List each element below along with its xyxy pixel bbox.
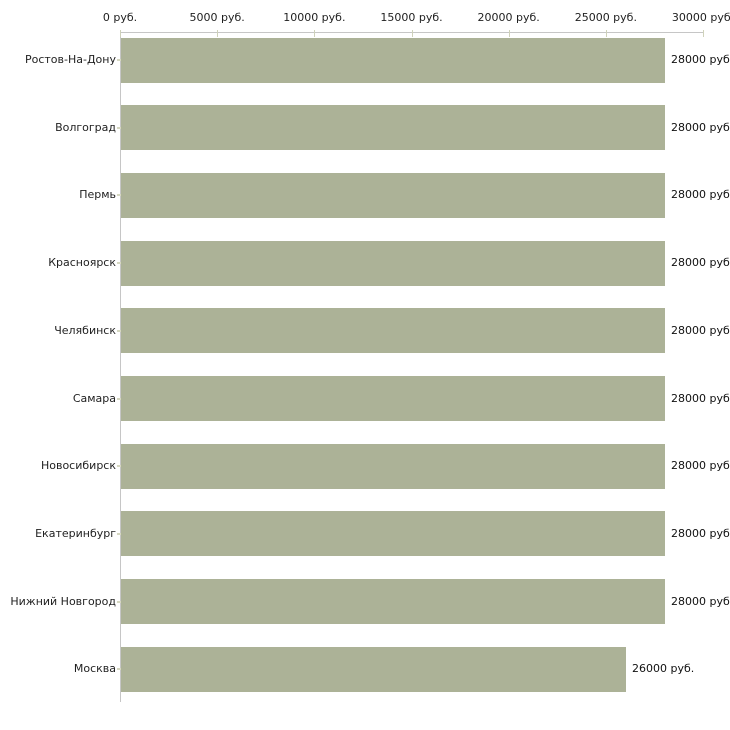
category-label: Ростов-На-Дону: [24, 53, 116, 66]
category-tick-mark: [117, 127, 121, 129]
x-axis-tick-mark: [314, 30, 316, 37]
bar-красноярск: [121, 241, 665, 286]
bar-челябинск: [121, 308, 665, 353]
bar-москва: [121, 647, 626, 692]
category-label: Екатеринбург: [35, 527, 116, 540]
bar-нижний-новгород: [121, 579, 665, 624]
category-label: Нижний Новгород: [10, 595, 116, 608]
value-label: 28000 руб.: [671, 188, 730, 201]
bar-волгоград: [121, 105, 665, 150]
value-label: 28000 руб.: [671, 392, 730, 405]
value-label: 28000 руб.: [671, 595, 730, 608]
category-tick-mark: [117, 330, 121, 332]
x-axis-tick-label: 10000 руб.: [283, 11, 346, 24]
category-label: Красноярск: [48, 256, 116, 269]
x-axis-tick-mark: [508, 30, 510, 37]
value-label: 28000 руб.: [671, 53, 730, 66]
category-tick-mark: [117, 262, 121, 264]
category-tick-mark: [117, 533, 121, 535]
value-label: 28000 руб.: [671, 256, 730, 269]
value-label: 28000 руб.: [671, 121, 730, 134]
category-label: Челябинск: [54, 324, 116, 337]
category-tick-mark: [117, 601, 121, 603]
x-axis-tick-label: 20000 руб.: [477, 11, 540, 24]
category-tick-mark: [117, 398, 121, 400]
category-label: Самара: [72, 392, 116, 405]
category-tick-mark: [117, 194, 121, 196]
x-axis-tick-label: 0 руб.: [102, 11, 138, 24]
category-tick-mark: [117, 668, 121, 670]
x-axis-tick-label: 5000 руб.: [189, 11, 245, 24]
x-axis-tick-mark: [217, 30, 219, 37]
x-axis-tick-label: 15000 руб.: [380, 11, 443, 24]
bar-екатеринбург: [121, 511, 665, 556]
value-label: 28000 руб.: [671, 324, 730, 337]
category-label: Волгоград: [55, 121, 116, 134]
x-axis-tick-mark: [120, 30, 121, 37]
x-axis-tick-label: 30000 руб.: [671, 11, 730, 24]
category-label: Москва: [73, 662, 116, 675]
category-tick-mark: [117, 59, 121, 61]
value-label: 28000 руб.: [671, 459, 730, 472]
x-axis-tick-mark: [411, 30, 413, 37]
bar-новосибирск: [121, 444, 665, 489]
bar-пермь: [121, 173, 665, 218]
x-axis-tick-mark: [703, 30, 704, 37]
category-label: Новосибирск: [40, 459, 116, 472]
category-tick-mark: [117, 465, 121, 467]
x-axis-tick-label: 25000 руб.: [574, 11, 637, 24]
value-label: 26000 руб.: [632, 662, 695, 675]
x-axis-tick-mark: [605, 30, 607, 37]
bar-ростов-на-дону: [121, 38, 665, 83]
value-label: 28000 руб.: [671, 527, 730, 540]
category-label: Пермь: [79, 188, 116, 201]
bar-самара: [121, 376, 665, 421]
